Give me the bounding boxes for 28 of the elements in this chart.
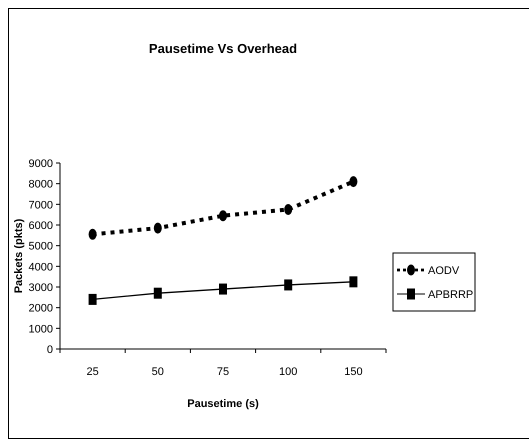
- y-tick-label: 9000: [28, 158, 53, 170]
- y-tick-label: 2000: [28, 302, 53, 315]
- x-tick-label: 100: [279, 366, 298, 378]
- point: [154, 288, 162, 299]
- y-tick-label: 4000: [28, 261, 53, 274]
- x-tick-label: 150: [344, 366, 363, 378]
- y-tick-label: 5000: [28, 240, 53, 253]
- point: [284, 279, 292, 290]
- legend-label: AODV: [428, 265, 460, 277]
- x-axis-title: Pausetime (s): [187, 398, 260, 410]
- point: [349, 176, 358, 188]
- point: [349, 276, 358, 288]
- x-tick-label: 50: [152, 366, 164, 378]
- y-tick-label: 3000: [28, 282, 53, 294]
- y-tick-label: 6000: [28, 220, 53, 232]
- x-tick-label: 25: [86, 366, 99, 378]
- chart-title: Pausetime Vs Overhead: [148, 41, 298, 56]
- x-tick-label: 75: [216, 366, 230, 378]
- legend-label: APBRRP: [428, 289, 474, 301]
- point: [284, 204, 292, 215]
- point: [154, 222, 162, 234]
- y-tick-label: 7000: [28, 199, 53, 212]
- y-axis-title: Packets (pkts): [13, 218, 25, 294]
- y-tick-label: 1000: [28, 323, 53, 336]
- y-tick-label: 8000: [28, 178, 53, 191]
- y-tick-label: 0: [46, 344, 53, 356]
- point: [88, 228, 97, 240]
- point: [88, 294, 97, 305]
